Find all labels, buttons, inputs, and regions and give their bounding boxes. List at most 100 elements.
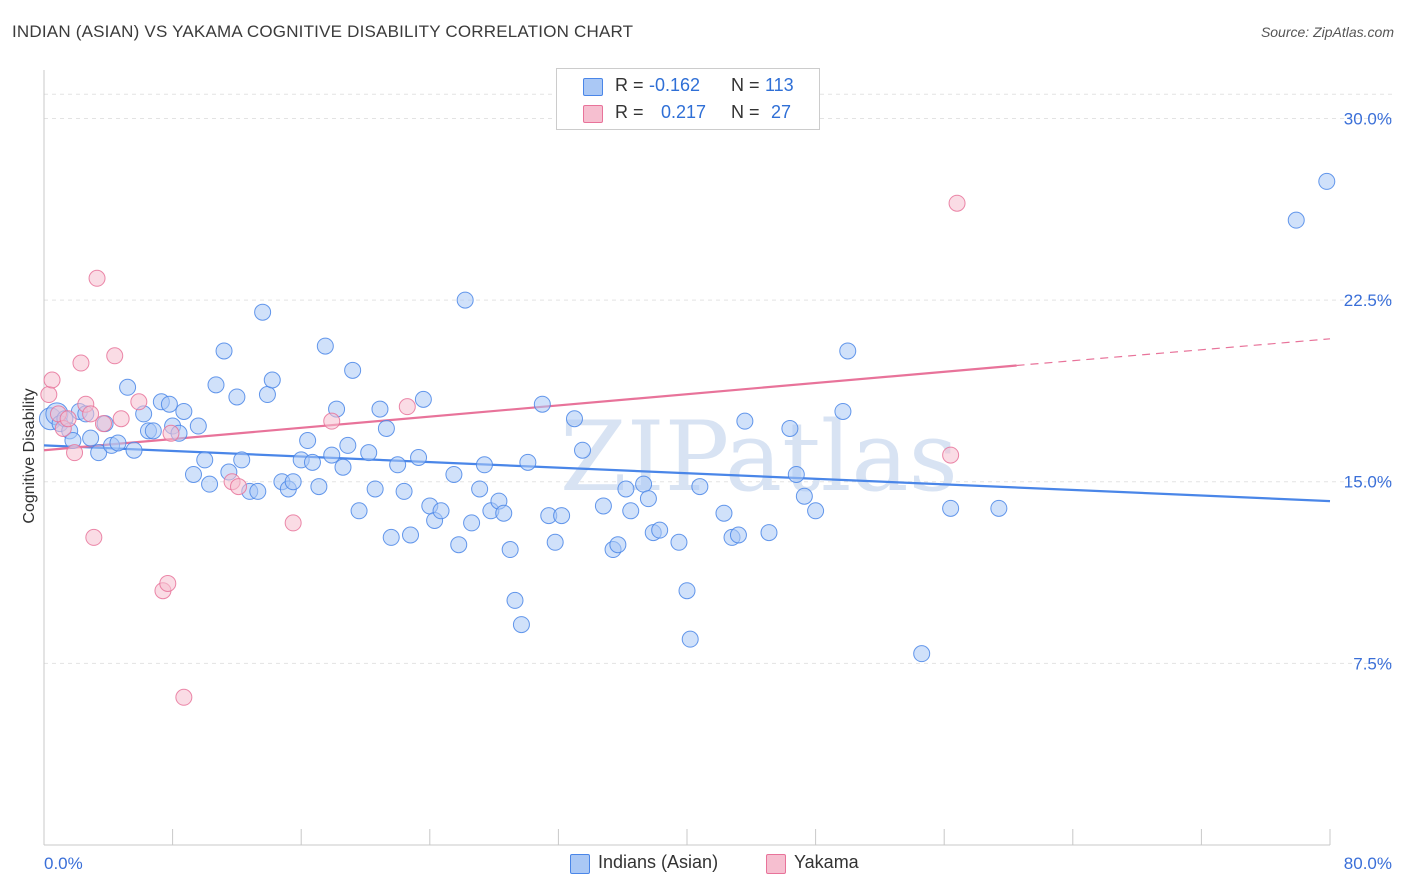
indians-data-point [506, 591, 524, 609]
indians-data-point [258, 386, 276, 404]
indians-data-point [160, 395, 178, 413]
indians-data-point [90, 444, 108, 462]
yakama-data-point [948, 194, 966, 212]
indians-data-point [310, 478, 328, 496]
indians-data-point [990, 499, 1008, 517]
indians-data-point [175, 402, 193, 420]
yakama-data-point [43, 371, 61, 389]
indians-data-point [546, 533, 564, 551]
yakama-data-point [230, 478, 248, 496]
legend-swatch-blue [583, 78, 603, 96]
indians-data-point [617, 480, 635, 498]
yakama-trend-line [43, 364, 1017, 452]
trend-lines [43, 338, 1331, 503]
indians-data-point [323, 446, 341, 464]
yakama-data-point [112, 410, 130, 428]
indians-data-point [635, 475, 653, 493]
indians-data-point [344, 361, 362, 379]
yakama-data-point [159, 574, 177, 592]
yakama-data-point [942, 446, 960, 464]
indians-data-point [371, 400, 389, 418]
yakama-data-point [284, 514, 302, 532]
indians-data-point [184, 465, 202, 483]
bottom-legend-swatch-pink [766, 854, 786, 874]
data-points [38, 172, 1336, 706]
indians-data-point [942, 499, 960, 517]
indians-data-point [215, 342, 233, 360]
indians-data-point [787, 465, 805, 483]
legend-row-yakama: R = 0.217 N = 27 [557, 102, 819, 126]
indians-data-point [450, 536, 468, 554]
indians-data-point [456, 291, 474, 309]
bottom-legend-label: Indians (Asian) [598, 852, 719, 872]
indians-data-point [670, 533, 688, 551]
yakama-data-point [82, 405, 100, 423]
indians-data-point [254, 303, 272, 321]
source-credit: Source: ZipAtlas.com [1260, 24, 1394, 40]
indians-data-point [639, 490, 657, 508]
y-axis-title: Cognitive Disability [21, 388, 38, 523]
indians-data-point [681, 630, 699, 648]
indians-data-point [366, 480, 384, 498]
indians-data-point [834, 402, 852, 420]
x-tick-label: 0.0% [44, 854, 83, 873]
indians-data-point [144, 422, 162, 440]
indians-data-point [395, 482, 413, 500]
legend-r-value: 0.217 [661, 102, 707, 122]
indians-data-point [284, 473, 302, 491]
watermark: ZIPatlas [560, 401, 958, 513]
indians-data-point [119, 378, 137, 396]
yakama-data-point [59, 410, 77, 428]
indians-data-point [839, 342, 857, 360]
indians-data-point [410, 449, 428, 466]
indians-data-point [207, 376, 225, 394]
y-tick-label: 15.0% [1344, 473, 1392, 492]
indians-data-point [574, 441, 592, 459]
indians-data-point [565, 410, 583, 428]
indians-data-point [501, 541, 519, 559]
indians-data-point [781, 419, 799, 437]
indians-data-point [303, 453, 321, 471]
indians-data-point [760, 524, 778, 542]
y-tick-label: 22.5% [1344, 291, 1392, 310]
indians-data-point [519, 453, 537, 471]
indians-data-point [201, 475, 219, 493]
indians-data-point [533, 395, 551, 413]
yakama-data-point [40, 386, 58, 404]
indians-data-point [495, 504, 513, 522]
indians-data-point [382, 528, 400, 546]
indians-data-point [807, 502, 825, 520]
yakama-data-point [398, 398, 416, 416]
indians-data-point [913, 645, 931, 663]
yakama-data-point [85, 528, 103, 546]
yakama-data-point [130, 393, 148, 411]
indians-data-point [189, 417, 207, 435]
grid-lines [44, 93, 1392, 664]
yakama-data-point [94, 415, 112, 433]
indians-data-point [475, 456, 493, 474]
indians-data-point [377, 419, 395, 437]
legend-row-indians: R = -0.162 N = 113 [557, 75, 819, 99]
chart-title: INDIAN (ASIAN) VS YAKAMA COGNITIVE DISAB… [12, 22, 634, 41]
indians-data-point [402, 526, 420, 544]
yakama-data-point [162, 424, 180, 442]
legend-n-label: N = [731, 75, 760, 95]
indians-data-point [553, 507, 571, 525]
indians-data-point [263, 371, 281, 389]
indians-data-point [512, 616, 530, 634]
indians-data-point [414, 390, 432, 408]
yakama-data-point [66, 444, 84, 462]
legend-n-value: 113 [765, 75, 794, 95]
y-tick-label: 30.0% [1344, 109, 1392, 128]
indians-data-point [82, 429, 100, 447]
indians-data-point [594, 497, 612, 515]
indians-trend-line [43, 444, 1331, 503]
axes [43, 70, 1331, 846]
indians-data-point [360, 444, 378, 462]
legend-r-label: R = [615, 102, 644, 122]
yakama-data-point [106, 347, 124, 365]
indians-data-point [691, 478, 709, 496]
indians-data-point [729, 526, 747, 544]
indians-data-point [795, 487, 813, 505]
